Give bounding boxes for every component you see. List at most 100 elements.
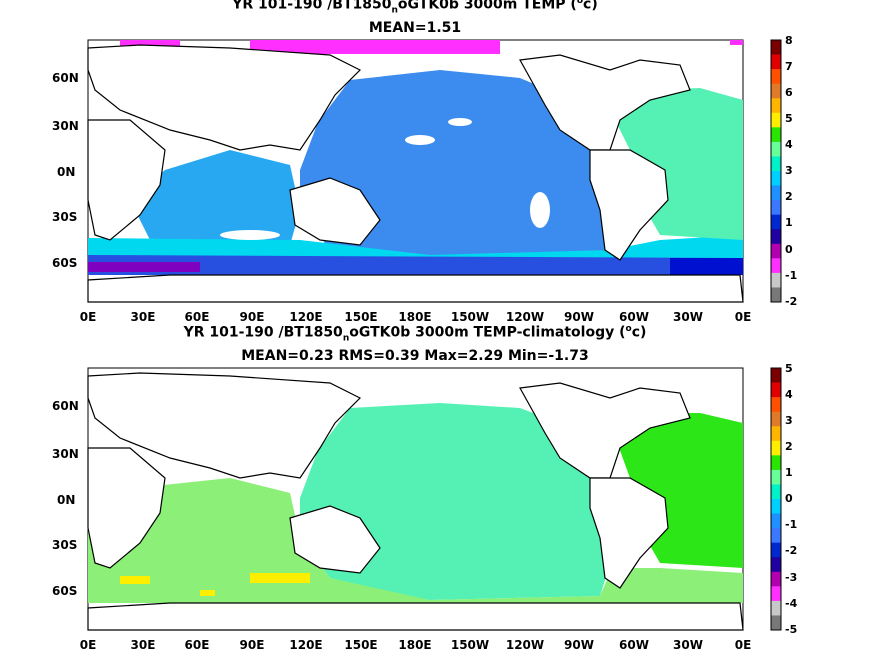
panel1-colorbar-labels: 8 7 6 5 4 3 2 1 0 -1 -2 [785, 34, 797, 308]
lon-label: 0E [80, 638, 97, 652]
lon-label: 30E [131, 310, 156, 324]
lat-label: 60S [52, 256, 77, 270]
colorbar-swatch [771, 214, 781, 230]
colorbar-swatch [771, 368, 781, 384]
colorbar-label: 5 [785, 112, 793, 125]
lon-label: 60W [619, 310, 649, 324]
panel1-lat-axis: 60N 30N 0N 30S 60S [52, 71, 79, 270]
colorbar-swatch [771, 272, 781, 288]
colorbar-label: -2 [785, 544, 797, 557]
colorbar-swatch [771, 513, 781, 529]
colorbar-swatch [771, 258, 781, 274]
colorbar-swatch [771, 98, 781, 114]
colorbar-swatch [771, 243, 781, 259]
colorbar-label: 4 [785, 138, 793, 151]
colorbar-swatch [771, 83, 781, 99]
lat-label: 30S [52, 210, 77, 224]
lon-label: 150E [344, 310, 377, 324]
colorbar-swatch [771, 40, 781, 56]
colorbar-swatch [771, 586, 781, 602]
lon-label: 120E [289, 638, 322, 652]
lon-label: 0E [735, 310, 752, 324]
colorbar-label: 3 [785, 164, 793, 177]
lon-label: 0E [735, 638, 752, 652]
panel1-map: 60N 30N 0N 30S 60S 0E 30E 60E 90E 120E 1… [52, 34, 797, 324]
colorbar-label: 2 [785, 440, 793, 453]
lat-label: 60N [52, 71, 79, 85]
lon-label: 90W [564, 638, 594, 652]
colorbar-label: 0 [785, 492, 793, 505]
colorbar-swatch [771, 557, 781, 573]
lon-label: 120W [506, 638, 544, 652]
lon-label: 60W [619, 638, 649, 652]
colorbar-label: -1 [785, 269, 797, 282]
panel2-lat-axis: 60N 30N 0N 30S 60S [52, 399, 79, 598]
colorbar-swatch [771, 171, 781, 187]
panel1-colorbar [770, 39, 782, 303]
colorbar-frame [770, 367, 782, 631]
colorbar-swatch [771, 615, 781, 631]
lon-label: 30W [673, 310, 703, 324]
panel2-lon-axis: 0E 30E 60E 90E 120E 150E 180E 150W 120W … [80, 638, 752, 652]
colorbar-label: 0 [785, 243, 793, 256]
colorbar-label: 2 [785, 190, 793, 203]
colorbar-swatch [771, 54, 781, 70]
panel2-coastlines [87, 372, 744, 631]
colorbar-label: -2 [785, 295, 797, 308]
colorbar-label: -4 [785, 597, 798, 610]
panel2-stats: MEAN=0.23 RMS=0.39 Max=2.29 Min=-1.73 [241, 348, 589, 364]
lon-label: 180E [398, 638, 431, 652]
panel1-stats: MEAN=1.51 [368, 20, 462, 36]
panel2-colorbar [770, 367, 782, 631]
colorbar-label: 6 [785, 86, 793, 99]
colorbar-frame [770, 39, 782, 303]
colorbar-swatch [771, 469, 781, 485]
colorbar-label: -5 [785, 623, 797, 636]
colorbar-swatch [771, 528, 781, 544]
colorbar-swatch [771, 455, 781, 471]
lon-label: 90E [240, 310, 265, 324]
colorbar-label: 5 [785, 362, 793, 375]
panel1-title: YR 101-190 /BT1850noGTK0b 3000m TEMP (oc… [232, 0, 598, 16]
colorbar-label: 8 [785, 34, 793, 47]
lon-label: 150E [344, 638, 377, 652]
colorbar-swatch [771, 571, 781, 587]
lon-label: 30E [131, 638, 156, 652]
colorbar-swatch [771, 112, 781, 128]
lat-label: 60N [52, 399, 79, 413]
colorbar-swatch [771, 156, 781, 172]
lon-label: 150W [451, 638, 489, 652]
lat-label: 60S [52, 584, 77, 598]
lon-label: 180E [398, 310, 431, 324]
colorbar-swatch [771, 229, 781, 245]
lon-label: 120E [289, 310, 322, 324]
colorbar-swatch [771, 185, 781, 201]
colorbar-swatch [771, 200, 781, 216]
panel2-title: YR 101-190 /BT1850noGTK0b 3000m TEMP-cli… [183, 324, 647, 344]
colorbar-label: -3 [785, 571, 797, 584]
colorbar-swatch [771, 141, 781, 157]
panel1-lon-axis: 0E 30E 60E 90E 120E 150E 180E 150W 120W … [80, 310, 752, 324]
colorbar-label: 1 [785, 466, 793, 479]
colorbar-swatch [771, 484, 781, 500]
colorbar-label: -1 [785, 518, 797, 531]
lat-label: 30S [52, 538, 77, 552]
lon-label: 30W [673, 638, 703, 652]
colorbar-label: 3 [785, 414, 793, 427]
lon-label: 90W [564, 310, 594, 324]
colorbar-label: 1 [785, 216, 793, 229]
lon-label: 60E [185, 310, 210, 324]
lon-label: 90E [240, 638, 265, 652]
lon-label: 150W [451, 310, 489, 324]
colorbar-label: 7 [785, 60, 793, 73]
colorbar-label: 4 [785, 388, 793, 401]
colorbar-swatch [771, 69, 781, 85]
colorbar-swatch [771, 499, 781, 515]
lat-label: 30N [52, 447, 79, 461]
colorbar-swatch [771, 600, 781, 616]
panel1-coastlines [87, 44, 744, 303]
colorbar-swatch [771, 440, 781, 456]
colorbar-swatch [771, 426, 781, 442]
lat-label: 0N [57, 165, 75, 179]
lon-label: 120W [506, 310, 544, 324]
